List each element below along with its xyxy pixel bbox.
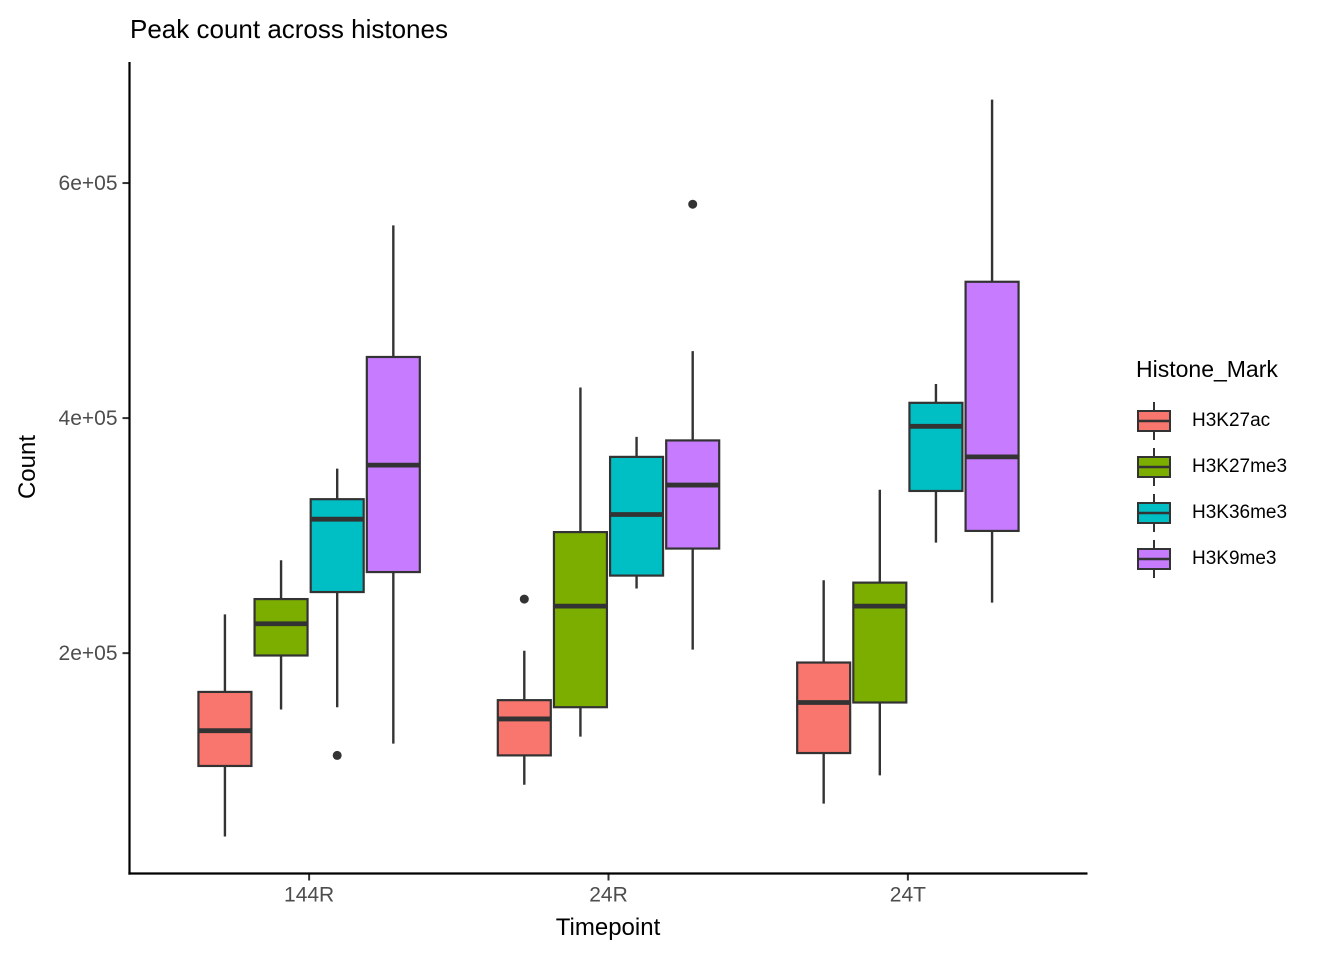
- boxplot-box: [253, 597, 309, 657]
- boxplot-box: [665, 439, 721, 550]
- legend-item-label: H3K36me3: [1192, 502, 1288, 523]
- legend-item: H3K27ac: [1136, 401, 1287, 441]
- legend: Histone_Mark H3K27ac H3K27me3 H: [1136, 356, 1287, 585]
- legend-key-boxplot-icon: [1137, 402, 1171, 440]
- legend-key-boxplot-icon: [1137, 448, 1171, 486]
- legend-item-label: H3K9me3: [1192, 548, 1277, 569]
- x-tick-label: 24R: [589, 884, 628, 907]
- y-axis-title: Count: [14, 434, 41, 500]
- x-axis-title: Timepoint: [555, 914, 661, 941]
- y-tick-label: 6e+05: [59, 172, 118, 195]
- boxplot-box: [309, 498, 365, 594]
- legend-key-boxplot-icon: [1137, 540, 1171, 578]
- boxplot-box: [852, 581, 908, 704]
- legend-item: H3K36me3: [1136, 493, 1287, 533]
- boxplot-box: [552, 530, 609, 709]
- y-tick-label: 2e+05: [59, 642, 118, 665]
- legend-key-boxplot-icon: [1137, 494, 1171, 532]
- chart-title: Peak count across histones: [130, 14, 448, 44]
- legend-item: H3K27me3: [1136, 447, 1287, 487]
- x-tick-label: 24T: [890, 884, 926, 907]
- legend-item-label: H3K27me3: [1192, 456, 1288, 477]
- boxplot-box: [908, 401, 964, 493]
- legend-item: H3K9me3: [1136, 539, 1287, 579]
- boxplot-box: [496, 699, 552, 757]
- x-tick-label: 144R: [284, 884, 334, 907]
- legend-title: Histone_Mark: [1136, 356, 1278, 382]
- boxplot-box: [964, 280, 1020, 533]
- outlier-point: [332, 750, 342, 760]
- legend-item-label: H3K27ac: [1192, 410, 1271, 431]
- outlier-point: [688, 199, 698, 209]
- boxplot-box: [796, 661, 852, 755]
- outlier-point: [519, 594, 529, 604]
- y-tick-label: 4e+05: [59, 407, 118, 430]
